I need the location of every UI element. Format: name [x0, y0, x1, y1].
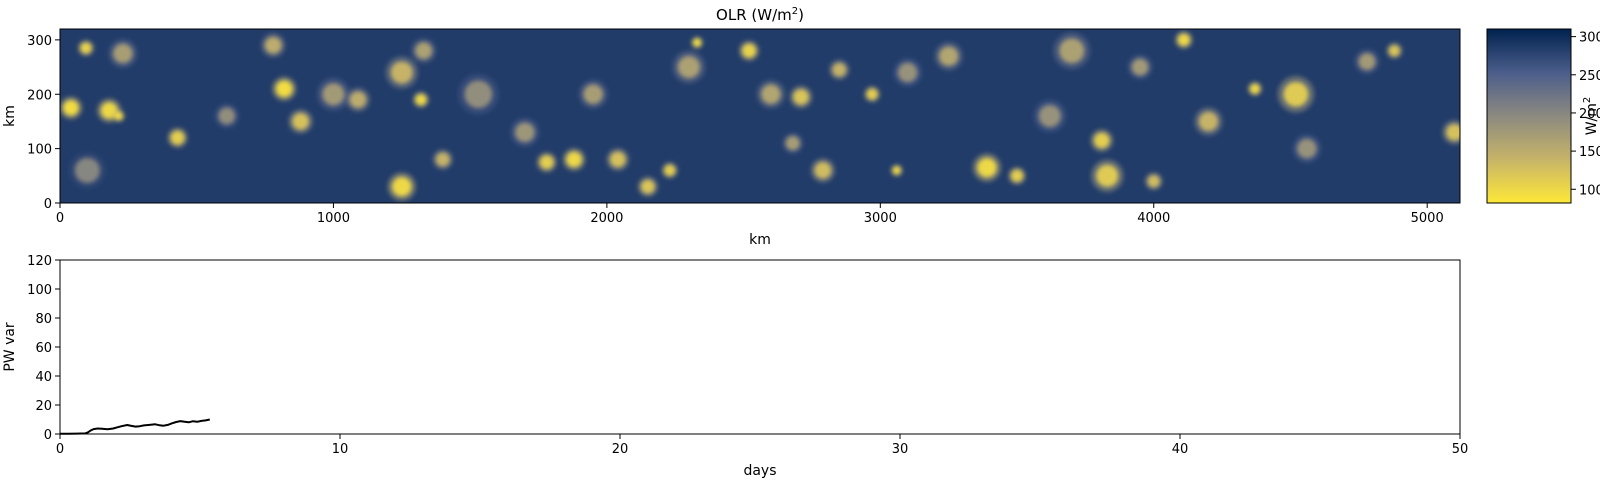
- cloud-cell: [322, 83, 345, 106]
- cloud-cell: [977, 158, 997, 178]
- cloud-cell: [415, 94, 427, 106]
- cloud-cell: [1131, 58, 1149, 76]
- colorbar-tick-label: 250: [1579, 69, 1600, 84]
- y-tick-label: 100: [27, 143, 52, 158]
- line-y-ticks: 0 20 40 60 80 100 120: [27, 254, 60, 443]
- cloud-cell: [1198, 111, 1219, 132]
- x-tick-label: 20: [612, 442, 629, 457]
- cloud-cell: [276, 80, 293, 98]
- heatmap-x-label: km: [749, 232, 771, 248]
- colorbar-label: W/m2: [1582, 97, 1600, 136]
- x-tick-label: 10: [332, 442, 349, 457]
- cloud-cell: [898, 62, 918, 83]
- y-tick-label: 80: [35, 312, 52, 327]
- pw-var-series: [60, 418, 211, 435]
- cloud-cell: [793, 89, 809, 105]
- cloud-cell: [566, 151, 582, 168]
- cloud-cell: [742, 43, 756, 58]
- cloud-cell: [390, 61, 413, 84]
- cloud-cell: [1388, 45, 1400, 57]
- cloud-cell: [349, 91, 367, 108]
- colorbar-tick-label: 100: [1579, 183, 1600, 198]
- cloud-cell: [761, 84, 781, 104]
- cloud-cell: [1059, 38, 1085, 64]
- cloud-cell: [1094, 132, 1110, 149]
- y-tick-label: 60: [35, 341, 52, 356]
- cloud-cell: [866, 88, 878, 100]
- cloud-cell: [1358, 53, 1376, 70]
- cloud-cell: [75, 158, 100, 183]
- cloud-cell: [435, 152, 450, 167]
- y-tick-label: 100: [27, 283, 52, 298]
- x-tick-label: 0: [56, 442, 64, 457]
- cloud-cell: [80, 42, 92, 54]
- cloud-cell: [785, 136, 800, 151]
- x-tick-label: 5000: [1411, 211, 1444, 226]
- line-y-label: PW var: [2, 322, 18, 372]
- cloud-cell: [114, 111, 123, 121]
- cloud-cell: [464, 80, 493, 108]
- cloud-cell: [583, 84, 603, 104]
- cloud-cell: [1283, 81, 1309, 107]
- cloud-cell: [218, 107, 235, 125]
- x-tick-label: 0: [56, 211, 64, 226]
- x-tick-label: 2000: [590, 211, 623, 226]
- y-tick-label: 200: [27, 88, 52, 103]
- cloud-cell: [113, 43, 133, 64]
- cloud-cell: [1297, 139, 1317, 159]
- y-tick-label: 0: [44, 428, 52, 443]
- cloud-cell: [515, 122, 535, 142]
- x-tick-label: 3000: [864, 211, 897, 226]
- cloud-cell: [1147, 175, 1160, 188]
- cloud-cell: [265, 37, 282, 54]
- x-tick-label: 40: [1172, 442, 1189, 457]
- cloud-cell: [1011, 169, 1024, 182]
- cloud-cell: [693, 38, 702, 47]
- cloud-cell: [63, 100, 79, 116]
- cloud-cell: [392, 177, 412, 197]
- cloud-cell: [170, 130, 185, 145]
- heatmap-y-label: km: [2, 105, 18, 127]
- cloud-cell: [415, 42, 432, 59]
- cloud-cell: [641, 179, 655, 194]
- y-tick-label: 0: [44, 197, 52, 212]
- cloud-cell: [814, 162, 832, 179]
- cloud-cell: [677, 56, 700, 78]
- x-tick-label: 1000: [317, 211, 350, 226]
- cloud-cell: [1038, 105, 1061, 127]
- cloud-cell: [1250, 83, 1260, 94]
- colorbar-tick-label: 200: [1579, 107, 1600, 122]
- heatmap-x-ticks: 0 1000 2000 3000 4000 5000: [56, 203, 1444, 226]
- heatmap-frame: [59, 28, 1461, 204]
- y-tick-label: 300: [27, 34, 52, 49]
- y-tick-label: 120: [27, 254, 52, 269]
- colorbar-tick-label: 150: [1579, 145, 1600, 160]
- x-tick-label: 30: [892, 442, 909, 457]
- y-tick-label: 40: [35, 370, 52, 385]
- line-x-label: days: [743, 463, 776, 479]
- cloud-cell: [1446, 124, 1460, 141]
- cloud-cell: [1177, 33, 1190, 46]
- cloud-cell: [664, 164, 676, 176]
- heatmap-title: OLR (W/m2): [716, 6, 804, 24]
- cloud-cell: [939, 46, 959, 66]
- cloud-cell: [892, 166, 901, 175]
- cloud-cells: [60, 30, 1460, 202]
- line-x-ticks: 0 10 20 30 40 50: [56, 434, 1468, 457]
- colorbar: [1486, 28, 1572, 204]
- y-tick-label: 20: [35, 399, 52, 414]
- x-tick-label: 50: [1452, 442, 1469, 457]
- cloud-cell: [1096, 164, 1119, 187]
- cloud-cell: [292, 113, 309, 130]
- line-plot-frame: [59, 259, 1461, 435]
- olr-heatmap: [60, 29, 1460, 203]
- cloud-cell: [832, 62, 847, 77]
- cloud-cell: [539, 155, 554, 170]
- colorbar-ticks: 100 150 200 250 300: [1571, 31, 1600, 198]
- x-tick-label: 4000: [1137, 211, 1170, 226]
- colorbar-tick-label: 300: [1579, 31, 1600, 46]
- cloud-cell: [610, 151, 626, 168]
- heatmap-y-ticks: 0 100 200 300: [27, 34, 60, 212]
